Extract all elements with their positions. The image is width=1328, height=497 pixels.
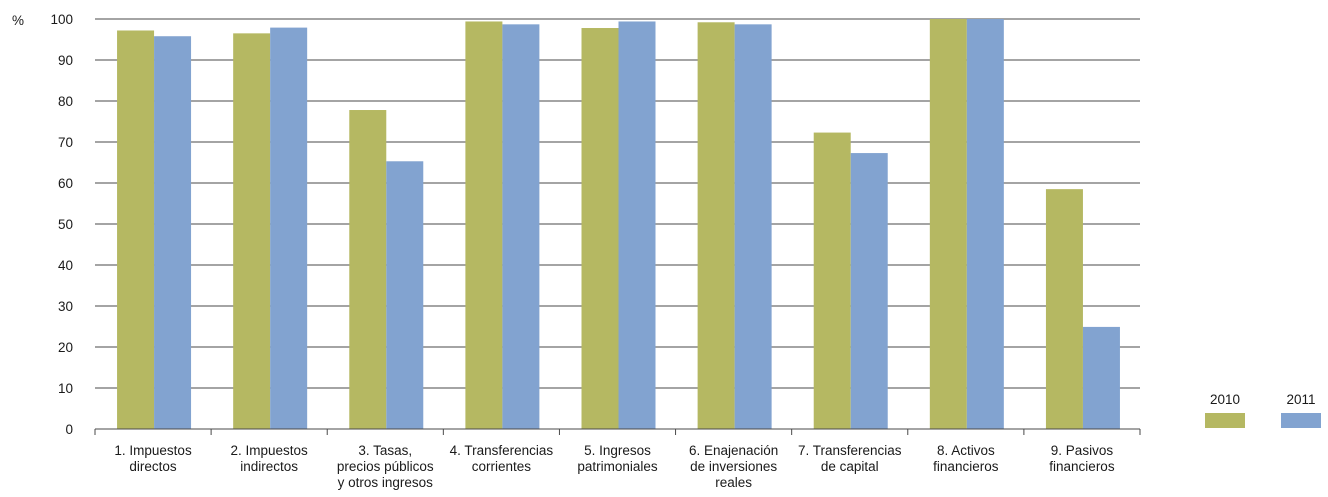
bar-2011: [966, 19, 1004, 429]
x-category-label: 1. Impuestos directos: [114, 443, 192, 474]
bar-2010: [1045, 189, 1083, 429]
y-tick-label: 20: [58, 340, 73, 355]
bar-2010: [465, 21, 503, 430]
bar-2010: [233, 33, 271, 429]
y-tick-label: 30: [58, 299, 73, 314]
x-category-label: 4. Transferencias corrientes: [450, 443, 554, 474]
x-category-label: 2. Impuestos indirectos: [231, 443, 309, 474]
bar-2011: [154, 36, 192, 429]
legend-label-2010: 2010: [1210, 392, 1240, 407]
bar-2011: [270, 27, 308, 430]
legend-swatch-2010: [1205, 413, 1245, 428]
bar-2011: [850, 153, 888, 429]
bar-2011: [1082, 326, 1120, 429]
y-tick-label: 40: [58, 258, 73, 273]
y-tick-label: 80: [58, 94, 73, 109]
bar-2011: [502, 24, 540, 430]
y-tick-label: 90: [58, 53, 73, 68]
y-tick-labels: 0 10 20 30 40 50 60 70 80 90 100: [50, 12, 73, 437]
bar-2011: [734, 24, 772, 430]
y-tick-label: 100: [50, 12, 73, 27]
bar-2011: [386, 161, 424, 429]
bar-2011: [618, 21, 656, 430]
x-category-labels: 1. Impuestos directos 2. Impuestos indirect…: [114, 443, 1114, 490]
x-category-label: 8. Activos financieros: [933, 443, 999, 474]
legend: 2010 2011: [1205, 392, 1321, 428]
x-category-label: 6. Enajenación de inversiones reales: [689, 443, 778, 490]
y-tick-label: 10: [58, 381, 73, 396]
y-tick-label: 70: [58, 135, 73, 150]
y-tick-label: 50: [58, 217, 73, 232]
bars: [117, 19, 1120, 430]
y-tick-label: 0: [65, 422, 73, 437]
x-category-label: 5. Ingresos patrimoniales: [577, 443, 658, 474]
bar-2010: [813, 132, 851, 429]
bar-2010: [581, 28, 619, 430]
bar-2010: [697, 22, 735, 430]
y-axis-unit-label: %: [12, 13, 24, 28]
x-category-label: 3. Tasas, precios públicos y otros ingreso…: [337, 443, 434, 490]
axes: [94, 428, 1141, 435]
y-tick-label: 60: [58, 176, 73, 191]
bar-2010: [117, 30, 155, 429]
legend-swatch-2011: [1281, 413, 1321, 428]
legend-label-2011: 2011: [1286, 392, 1315, 407]
bar-2010: [349, 110, 387, 430]
x-category-label: 7. Transferencias de capital: [798, 443, 902, 474]
x-category-label: 9. Pasivos financieros: [1049, 443, 1115, 474]
bar-2010: [929, 19, 967, 429]
